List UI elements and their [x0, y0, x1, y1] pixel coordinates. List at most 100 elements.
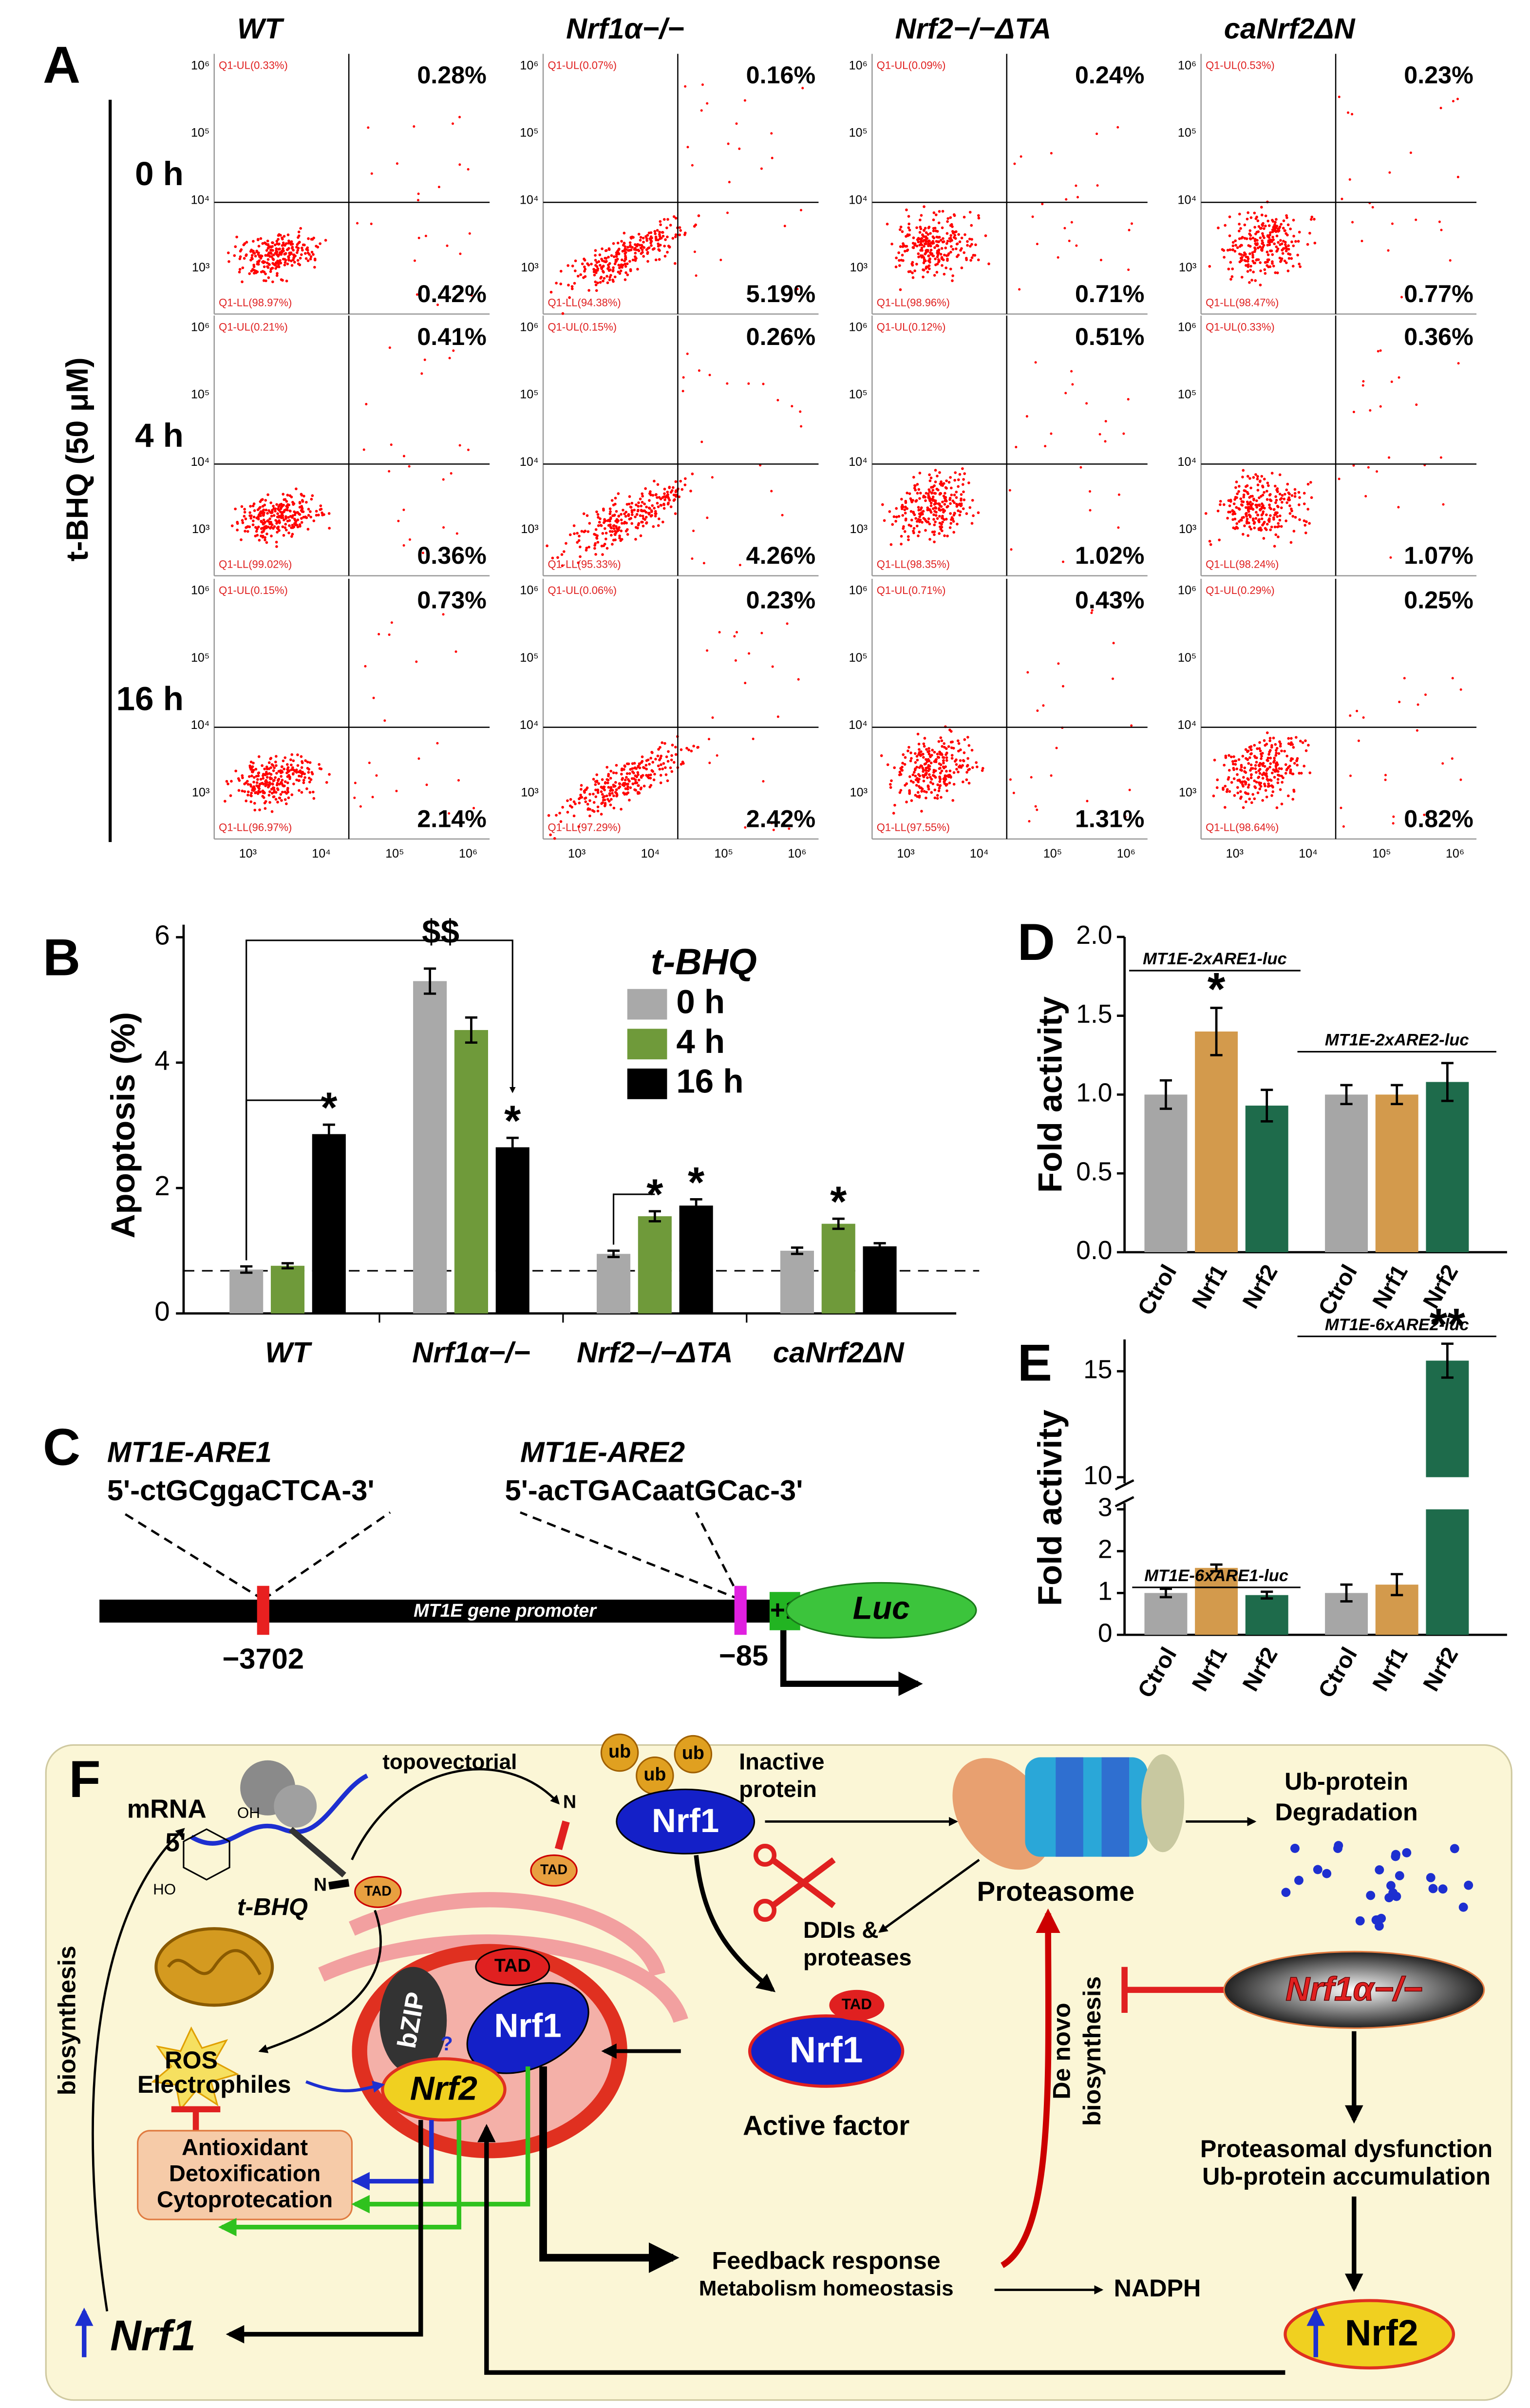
- event-dot: [260, 782, 263, 785]
- event-dot: [263, 279, 265, 282]
- event-dot: [941, 500, 944, 503]
- event-dot: [288, 776, 291, 779]
- event-dot: [227, 783, 229, 785]
- event-dot: [256, 792, 260, 795]
- event-dot: [1223, 256, 1226, 259]
- event-dot: [261, 498, 264, 501]
- event-dot: [939, 778, 942, 781]
- event-dot: [1442, 503, 1445, 506]
- event-dot: [279, 262, 283, 265]
- event-dot: [1257, 776, 1260, 779]
- event-dot: [283, 767, 285, 771]
- event-dot: [631, 246, 634, 249]
- event-dot: [940, 769, 944, 772]
- event-dot: [587, 545, 590, 549]
- event-dot: [264, 272, 267, 275]
- event-dot: [634, 515, 637, 518]
- event-dot: [1288, 253, 1292, 256]
- event-dot: [233, 254, 236, 257]
- event-dot: [678, 233, 681, 236]
- degraded-fragments: [1281, 1841, 1473, 1931]
- event-dot: [904, 501, 907, 504]
- event-dot: [1234, 759, 1237, 763]
- event-dot: [889, 783, 892, 786]
- event-dot: [1285, 754, 1289, 758]
- fragment: [1428, 1884, 1438, 1893]
- event-dot: [1254, 517, 1258, 520]
- label: DDIs &: [803, 1917, 878, 1943]
- event-dot: [928, 522, 931, 526]
- event-dot: [942, 762, 945, 764]
- event-dot: [273, 766, 276, 769]
- x-tick-label: 10⁶: [459, 847, 477, 860]
- event-dot: [1044, 445, 1047, 448]
- event-dot: [738, 564, 741, 567]
- event-dot: [918, 231, 922, 234]
- x-tick-label: 10⁵: [1043, 847, 1062, 860]
- event-dot: [253, 509, 256, 512]
- event-dot: [593, 273, 596, 277]
- event-dot: [642, 241, 645, 244]
- event-dot: [297, 241, 301, 245]
- event-dot: [279, 503, 282, 506]
- event-dot: [969, 259, 972, 262]
- y-tick-label: 10⁶: [191, 58, 209, 72]
- event-dot: [572, 800, 576, 803]
- event-dot: [1247, 265, 1250, 268]
- event-dot: [911, 271, 914, 274]
- event-dot: [1264, 214, 1267, 217]
- event-dot: [944, 492, 946, 495]
- event-dot: [1285, 214, 1288, 217]
- event-dot: [938, 259, 941, 263]
- event-dot: [416, 293, 418, 296]
- event-dot: [935, 244, 938, 247]
- event-dot: [937, 740, 941, 743]
- y-tick-label: 10⁴: [849, 455, 868, 469]
- event-dot: [728, 181, 731, 184]
- event-dot: [927, 494, 930, 497]
- event-dot: [613, 784, 617, 788]
- event-dot: [898, 791, 902, 794]
- event-dot: [1238, 520, 1241, 523]
- event-dot: [291, 246, 294, 249]
- event-dot: [928, 773, 931, 776]
- event-dot: [942, 511, 945, 514]
- event-dot: [613, 275, 617, 279]
- event-dot: [356, 222, 359, 225]
- event-dot: [1234, 239, 1237, 242]
- event-dot: [1213, 759, 1216, 762]
- event-dot: [257, 516, 260, 519]
- event-dot: [621, 777, 624, 780]
- event-dot: [267, 276, 270, 279]
- event-dot: [881, 503, 884, 506]
- event-dot: [912, 246, 915, 249]
- event-dot: [264, 784, 267, 787]
- event-dot: [1263, 507, 1266, 510]
- event-dot: [663, 254, 667, 258]
- event-dot: [1274, 533, 1278, 536]
- event-dot: [936, 752, 939, 756]
- event-dot: [1013, 162, 1016, 165]
- event-dot: [637, 523, 640, 527]
- event-dot: [468, 232, 471, 235]
- event-dot: [1253, 744, 1256, 747]
- event-dot: [268, 772, 271, 775]
- event-dot: [635, 248, 638, 251]
- quadrant-label: Q1-LL(98.64%): [1206, 822, 1279, 834]
- event-dot: [700, 109, 703, 112]
- event-dot: [1248, 525, 1251, 529]
- event-dot: [925, 766, 927, 770]
- event-dot: [280, 775, 283, 778]
- event-dot: [594, 259, 597, 262]
- event-dot: [1258, 783, 1262, 786]
- event-dot: [594, 249, 597, 252]
- event-dot: [280, 506, 283, 509]
- event-dot: [1305, 520, 1308, 523]
- y-tick-label: 0: [154, 1296, 170, 1327]
- event-dot: [950, 754, 954, 757]
- event-dot: [967, 744, 971, 747]
- event-dot: [1278, 473, 1282, 477]
- event-dot: [584, 800, 587, 803]
- event-dot: [962, 490, 965, 494]
